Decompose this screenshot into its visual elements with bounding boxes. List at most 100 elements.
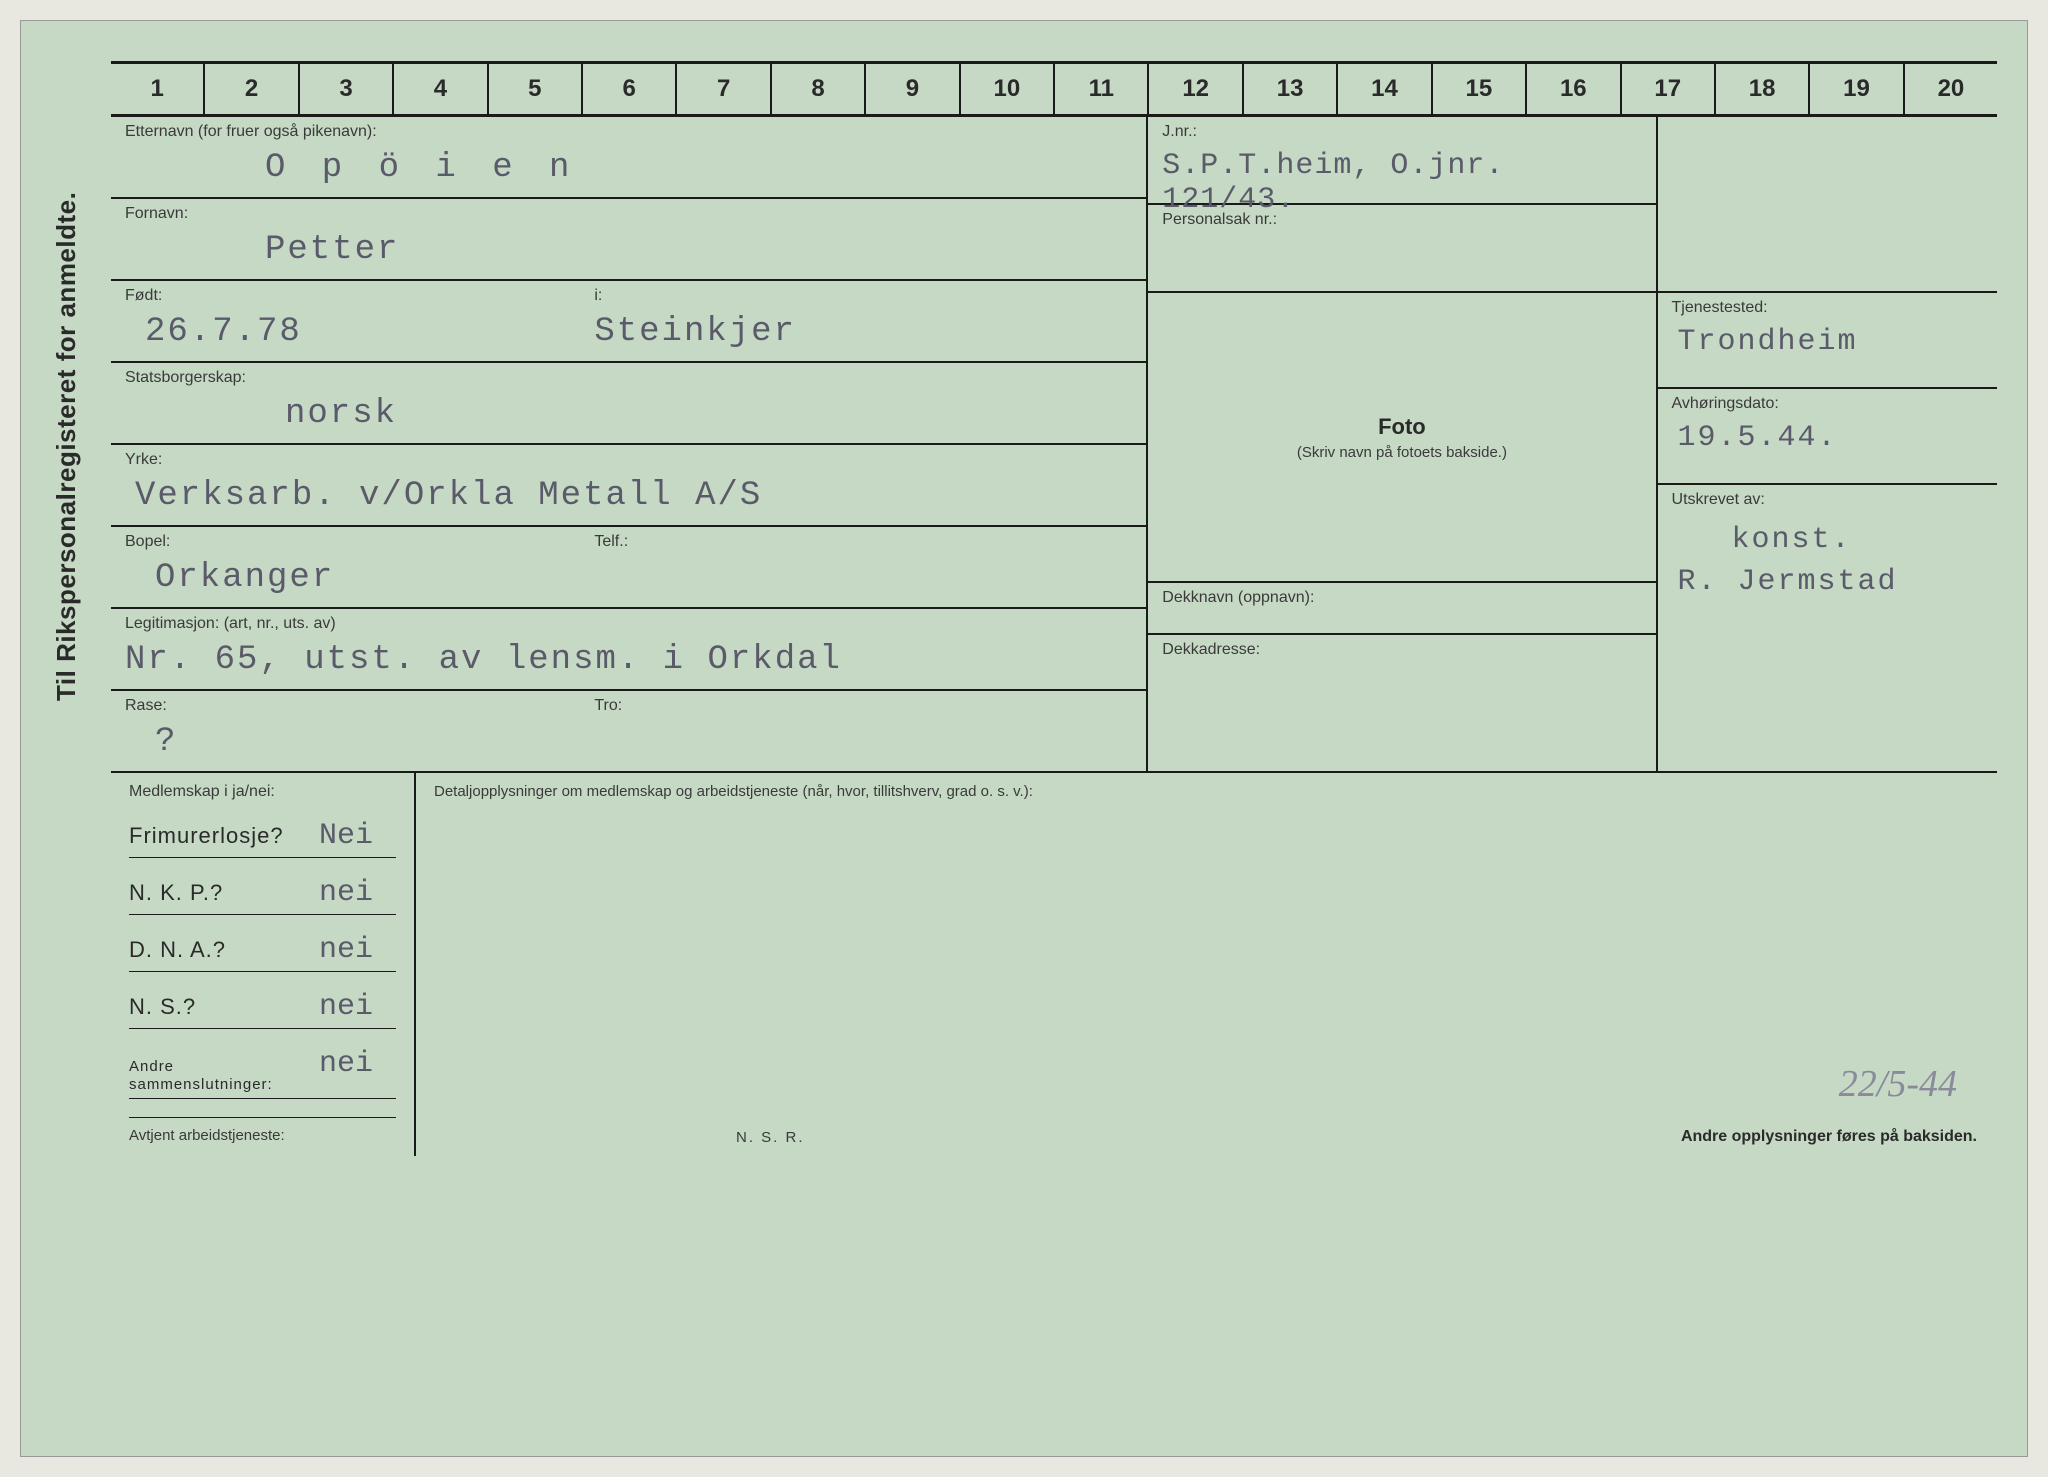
service-place-label: Tjenestested: [1672, 299, 1983, 317]
ruler-cell: 11 [1055, 64, 1149, 114]
hearing-date-field: Avhøringsdato: 19.5.44. [1658, 389, 1997, 485]
born-place-value: Steinkjer [588, 305, 1132, 357]
surname-label: Etternavn (for fruer også pikenavn): [125, 123, 1132, 141]
form-area: 1 2 3 4 5 6 7 8 9 10 11 12 13 14 15 16 1… [111, 61, 1997, 1426]
jnr-label: J.nr.: [1162, 123, 1641, 141]
details-header: Detaljopplysninger om medlemskap og arbe… [434, 783, 1979, 800]
right-spacer [1658, 117, 1997, 293]
personalsak-label: Personalsak nr.: [1162, 211, 1641, 229]
photo-title: Foto [1378, 414, 1426, 440]
ruler-cell: 4 [394, 64, 488, 114]
service-place-value: Trondheim [1672, 317, 1983, 365]
ruler-cell: 15 [1433, 64, 1527, 114]
details-column: Detaljopplysninger om medlemskap og arbe… [416, 773, 1997, 1156]
service-place-field: Tjenestested: Trondheim [1658, 293, 1997, 389]
ruler-cell: 8 [772, 64, 866, 114]
freemason-label: Frimurerlosje? [129, 823, 296, 849]
nsr-note: N. S. R. [736, 1129, 805, 1146]
cover-address-field: Dekkadresse: [1148, 635, 1655, 683]
cover-address-label: Dekkadresse: [1162, 641, 1641, 659]
ruler-cell: 14 [1338, 64, 1432, 114]
residence-value: Orkanger [125, 551, 588, 603]
ruler-cell: 13 [1244, 64, 1338, 114]
number-ruler: 1 2 3 4 5 6 7 8 9 10 11 12 13 14 15 16 1… [111, 61, 1997, 117]
citizenship-label: Statsborgerskap: [125, 369, 1132, 387]
hearing-date-label: Avhøringsdato: [1672, 395, 1983, 413]
race-value: ? [125, 715, 588, 767]
issued-by-value2: R. Jermstad [1672, 563, 1983, 605]
bottom-section: Medlemskap i ja/nei: Frimurerlosje? Nei … [111, 773, 1997, 1156]
id-field: Legitimasjon: (art, nr., uts. av) Nr. 65… [111, 609, 1146, 691]
registration-card: Til Rikspersonalregisteret for anmeldte.… [20, 20, 2028, 1457]
occupation-label: Yrke: [125, 451, 1132, 469]
freemason-value: Nei [296, 819, 396, 853]
dna-row: D. N. A.? nei [129, 933, 396, 972]
other-assoc-label: Andre sammenslutninger: [129, 1058, 296, 1094]
nkp-label: N. K. P.? [129, 880, 296, 906]
ns-label: N. S.? [129, 994, 296, 1020]
membership-column: Medlemskap i ja/nei: Frimurerlosje? Nei … [111, 773, 416, 1156]
ns-value: nei [296, 990, 396, 1024]
issued-by-field: Utskrevet av: konst. R. Jermstad [1658, 485, 1997, 609]
ruler-cell: 2 [205, 64, 299, 114]
ruler-cell: 16 [1527, 64, 1621, 114]
labor-service-label: Avtjent arbeidstjeneste: [129, 1126, 285, 1146]
firstname-label: Fornavn: [125, 205, 1132, 223]
handwritten-date: 22/5-44 [1839, 1062, 1957, 1106]
other-assoc-row: Andre sammenslutninger: nei [129, 1047, 396, 1099]
residence-label: Bopel: [125, 533, 588, 551]
residence-field: Bopel: Orkanger Telf.: [111, 527, 1146, 609]
ruler-cell: 10 [961, 64, 1055, 114]
dna-value: nei [296, 933, 396, 967]
surname-field: Etternavn (for fruer også pikenavn): O p… [111, 117, 1146, 199]
phone-label: Telf.: [588, 533, 1132, 551]
upper-section: Etternavn (for fruer også pikenavn): O p… [111, 117, 1997, 773]
middle-column: J.nr.: S.P.T.heim, O.jnr. 121/43. Person… [1148, 117, 1657, 771]
born-field: Født: 26.7.78 i: Steinkjer [111, 281, 1146, 363]
alias-field: Dekknavn (oppnavn): [1148, 583, 1655, 635]
id-label: Legitimasjon: (art, nr., uts. av) [125, 615, 1132, 633]
footer-note: Andre opplysninger føres på baksiden. [1681, 1128, 1977, 1146]
dna-label: D. N. A.? [129, 937, 296, 963]
id-value: Nr. 65, utst. av lensm. i Orkdal [125, 633, 1132, 685]
firstname-value: Petter [125, 223, 1132, 275]
ruler-cell: 20 [1905, 64, 1997, 114]
faith-label: Tro: [588, 697, 1132, 715]
ruler-cell: 6 [583, 64, 677, 114]
hearing-date-value: 19.5.44. [1672, 413, 1983, 461]
labor-service-row: Avtjent arbeidstjeneste: [129, 1117, 396, 1146]
occupation-value: Verksarb. v/Orkla Metall A/S [125, 469, 1132, 521]
alias-label: Dekknavn (oppnavn): [1162, 589, 1641, 607]
ruler-cell: 18 [1716, 64, 1810, 114]
freemason-row: Frimurerlosje? Nei [129, 819, 396, 858]
photo-subtitle: (Skriv navn på fotoets bakside.) [1297, 444, 1507, 461]
ruler-cell: 19 [1810, 64, 1904, 114]
born-label: Født: [125, 287, 588, 305]
other-assoc-value: nei [296, 1047, 396, 1081]
born-value: 26.7.78 [125, 305, 588, 357]
phone-value [588, 551, 1132, 565]
ruler-cell: 9 [866, 64, 960, 114]
ruler-cell: 12 [1149, 64, 1243, 114]
firstname-field: Fornavn: Petter [111, 199, 1146, 281]
ruler-cell: 5 [489, 64, 583, 114]
issued-by-value1: konst. [1672, 509, 1983, 563]
nkp-row: N. K. P.? nei [129, 876, 396, 915]
race-label: Rase: [125, 697, 588, 715]
personalsak-field: Personalsak nr.: [1148, 205, 1655, 293]
surname-value: O p ö i e n [125, 141, 1132, 193]
ns-row: N. S.? nei [129, 990, 396, 1029]
citizenship-value: norsk [125, 387, 1132, 439]
photo-box: Foto (Skriv navn på fotoets bakside.) [1148, 293, 1655, 583]
membership-header: Medlemskap i ja/nei: [129, 783, 396, 801]
ruler-cell: 17 [1622, 64, 1716, 114]
ruler-cell: 7 [677, 64, 771, 114]
ruler-cell: 1 [111, 64, 205, 114]
right-column: Tjenestested: Trondheim Avhøringsdato: 1… [1658, 117, 1997, 771]
issued-by-label: Utskrevet av: [1672, 491, 1983, 509]
born-in-label: i: [588, 287, 1132, 305]
left-column: Etternavn (for fruer også pikenavn): O p… [111, 117, 1148, 771]
vertical-title: Til Rikspersonalregisteret for anmeldte. [51, 192, 82, 701]
jnr-field: J.nr.: S.P.T.heim, O.jnr. 121/43. [1148, 117, 1655, 205]
occupation-field: Yrke: Verksarb. v/Orkla Metall A/S [111, 445, 1146, 527]
